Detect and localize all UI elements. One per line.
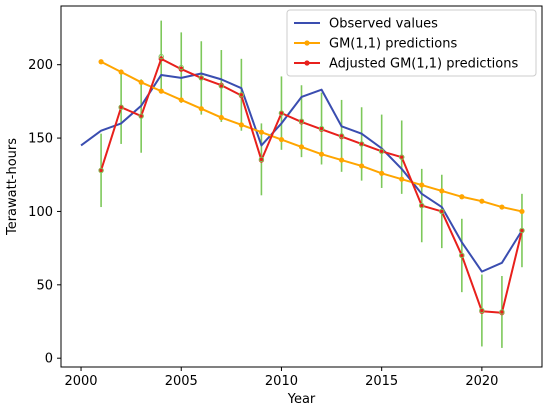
x-tick-label: 2015 [365, 374, 398, 389]
error-bar-center [298, 118, 305, 124]
axis-ticks: 2000 2005 2010 2015 2020 0 50 100 150 200 [28, 58, 498, 389]
y-tick-label: 50 [36, 278, 53, 293]
error-bar-center [158, 53, 164, 60]
y-tick-label: 100 [28, 205, 53, 220]
x-tick-label: 2000 [64, 374, 97, 389]
legend-label-2: GM(1,1) predictions [329, 37, 457, 52]
series-line-3 [100, 57, 523, 314]
x-tick-label: 2020 [465, 374, 498, 389]
legend-box [286, 9, 537, 77]
series-2-point [218, 114, 224, 121]
error-bar-center [399, 154, 405, 160]
series-2-point [178, 97, 184, 103]
y-tick-label: 150 [28, 132, 53, 147]
error-bar-center [479, 307, 485, 314]
y-tick-label: 0 [45, 352, 53, 367]
error-bar-center [499, 309, 505, 315]
legend-marker-2 [304, 40, 310, 46]
error-bar-center [338, 133, 345, 139]
series-2-point [278, 136, 285, 143]
x-axis-label: Year [287, 392, 316, 407]
series-3-point [178, 66, 184, 72]
series-2-point [499, 204, 505, 210]
series-2-point [238, 122, 244, 128]
series-2-point [419, 182, 425, 188]
legend-label-1: Observed values [329, 17, 438, 32]
error-bar-center [138, 113, 144, 119]
series-2-point [399, 176, 405, 182]
error-bar-center [419, 202, 425, 209]
axes-frame [60, 5, 543, 368]
plot-area [80, 20, 525, 348]
error-bar-center [258, 156, 265, 163]
series-2-point [258, 129, 265, 135]
error-bar-center [98, 167, 104, 174]
x-tick-label: 2010 [265, 374, 298, 389]
legend: Observed values GM(1,1) predictions Adjust… [286, 9, 537, 77]
series-2-point [479, 198, 485, 204]
error-bar-center [178, 64, 184, 71]
legend-label-3: Adjusted GM(1,1) predictions [329, 57, 518, 72]
error-bar-center [439, 208, 445, 215]
series-2-point [519, 208, 525, 215]
x-tick-label: 2005 [165, 374, 198, 389]
error-bar-center [278, 110, 285, 116]
series-2-point [359, 163, 365, 169]
series-2-point [439, 188, 445, 194]
legend-marker-3 [304, 60, 310, 66]
series-2-point [198, 106, 204, 112]
series-2-point [338, 157, 345, 163]
error-bar-center [358, 141, 365, 147]
series-line-2 [100, 60, 523, 213]
error-bar-center [218, 83, 225, 89]
error-bar-center [318, 125, 325, 132]
error-bar-center [238, 92, 245, 98]
series-2-point [138, 79, 144, 85]
error-bar-center [459, 252, 465, 259]
error-bar-center [378, 148, 385, 154]
series-2-point [158, 88, 164, 94]
series-2-point [118, 69, 124, 75]
series-2-point [98, 59, 104, 65]
error-bar-center [198, 75, 204, 81]
series-line-1 [80, 72, 523, 273]
series-2-point [459, 194, 465, 200]
series-2-point [318, 151, 325, 157]
y-axis-label: Terawatt-hours [5, 138, 20, 236]
error-bar-center [118, 104, 124, 110]
error-bar-center [519, 227, 525, 234]
series-2-point [379, 170, 385, 176]
y-tick-label: 200 [28, 58, 53, 73]
series-2-point [298, 144, 305, 150]
